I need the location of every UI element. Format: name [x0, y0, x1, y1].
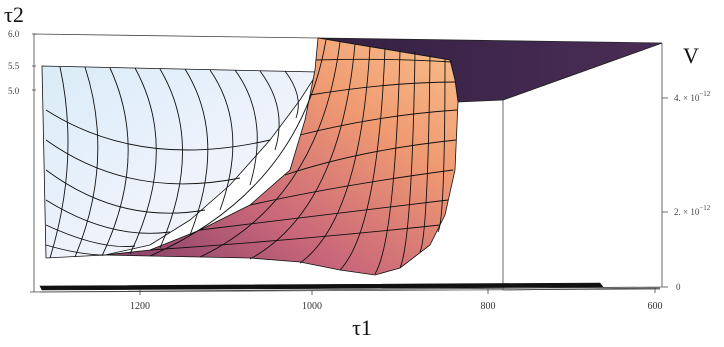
mesh-right: [149, 39, 458, 275]
y-tick-label: 6.0: [8, 29, 20, 39]
x-tick-label: 600: [648, 301, 663, 312]
x-axis: 1200 1000 800 600 τ1: [130, 288, 663, 340]
mesh-left: [45, 66, 299, 259]
z-tick-label: 2. × 10−12: [674, 204, 711, 217]
x-tick-label: 800: [481, 301, 496, 312]
x-tick-label: 1200: [130, 301, 150, 312]
y-axis: 5.0 5.5 6.0 τ2: [4, 2, 36, 96]
z-axis: 4. × 10−12 2. × 10−12 0 V: [662, 43, 711, 292]
y-tick-label: 5.0: [8, 86, 20, 96]
y-tick-label: 5.5: [8, 61, 20, 71]
x-axis-label: τ1: [352, 315, 372, 340]
base-plane: [39, 282, 604, 291]
rising-surface: [104, 37, 459, 276]
z-axis-label: V: [683, 43, 699, 68]
y-axis-label: τ2: [4, 2, 24, 27]
z-tick-label: 4. × 10−12: [674, 90, 711, 103]
x-tick-label: 1000: [302, 301, 322, 312]
z-tick-label: 0: [676, 282, 681, 292]
